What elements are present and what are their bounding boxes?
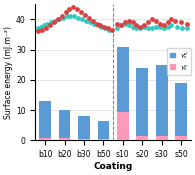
Point	[150, 27, 153, 30]
Y-axis label: Surface energy (mJ.m⁻²): Surface energy (mJ.m⁻²)	[4, 26, 13, 119]
Point	[170, 18, 173, 21]
Point	[92, 22, 95, 25]
Point	[77, 16, 80, 19]
Point	[115, 27, 119, 30]
Legend: $\gamma_s^d$, $\gamma_s^p$: $\gamma_s^d$, $\gamma_s^p$	[167, 48, 191, 75]
X-axis label: Coating: Coating	[93, 162, 133, 171]
Point	[73, 15, 76, 18]
Point	[166, 25, 169, 28]
Point	[119, 24, 122, 27]
Point	[68, 7, 71, 10]
Bar	[39, 138, 51, 140]
Point	[154, 25, 157, 28]
Point	[135, 24, 138, 27]
Point	[80, 10, 83, 13]
Bar	[156, 65, 168, 140]
Bar	[117, 47, 129, 140]
Bar	[59, 110, 70, 140]
Point	[57, 18, 60, 21]
Point	[176, 25, 179, 28]
Point	[40, 25, 43, 28]
Bar	[39, 101, 51, 140]
Point	[181, 27, 184, 30]
Point	[139, 27, 142, 30]
Point	[95, 22, 98, 25]
Bar	[136, 68, 148, 140]
Point	[146, 27, 150, 30]
Point	[87, 16, 90, 19]
Point	[119, 24, 122, 27]
Point	[96, 24, 99, 27]
Point	[65, 15, 68, 18]
Point	[146, 21, 150, 24]
Point	[143, 24, 146, 27]
Point	[53, 19, 56, 22]
Point	[60, 15, 63, 18]
Point	[49, 21, 52, 24]
Point	[154, 19, 157, 22]
Point	[107, 27, 110, 30]
Point	[64, 10, 67, 13]
Bar	[175, 83, 187, 140]
Point	[104, 27, 107, 30]
Point	[158, 25, 161, 28]
Bar	[175, 136, 187, 140]
Point	[127, 24, 130, 27]
Point	[45, 22, 49, 25]
Point	[76, 7, 79, 10]
Point	[37, 27, 40, 30]
Point	[41, 29, 44, 31]
Point	[185, 27, 189, 30]
Point	[44, 27, 48, 30]
Point	[135, 27, 138, 30]
Point	[81, 18, 84, 21]
Point	[56, 18, 59, 21]
Point	[61, 16, 64, 19]
Point	[131, 21, 134, 24]
Point	[100, 25, 103, 28]
Bar	[59, 138, 70, 140]
Point	[158, 22, 161, 25]
Bar	[98, 139, 109, 140]
Point	[84, 19, 88, 22]
Point	[111, 29, 114, 31]
Point	[166, 21, 169, 24]
Point	[83, 13, 87, 16]
Point	[139, 25, 142, 28]
Point	[143, 25, 146, 28]
Point	[170, 24, 173, 27]
Point	[72, 6, 75, 9]
Bar	[117, 112, 129, 140]
Point	[162, 24, 165, 27]
Bar	[78, 116, 90, 140]
Point	[180, 21, 183, 24]
Point	[127, 19, 130, 22]
Point	[123, 21, 126, 24]
Point	[88, 21, 91, 24]
Point	[115, 22, 119, 25]
Bar	[136, 136, 148, 140]
Bar	[78, 139, 90, 140]
Point	[69, 15, 72, 18]
Point	[150, 18, 153, 21]
Point	[103, 25, 106, 28]
Point	[131, 25, 134, 28]
Bar	[156, 136, 168, 140]
Point	[123, 22, 126, 25]
Point	[48, 24, 51, 27]
Point	[91, 19, 94, 22]
Point	[108, 29, 111, 31]
Point	[185, 22, 189, 25]
Point	[99, 24, 102, 27]
Point	[43, 24, 46, 27]
Bar	[98, 121, 109, 140]
Point	[37, 30, 40, 33]
Point	[52, 21, 55, 24]
Point	[174, 19, 177, 22]
Point	[162, 27, 165, 30]
